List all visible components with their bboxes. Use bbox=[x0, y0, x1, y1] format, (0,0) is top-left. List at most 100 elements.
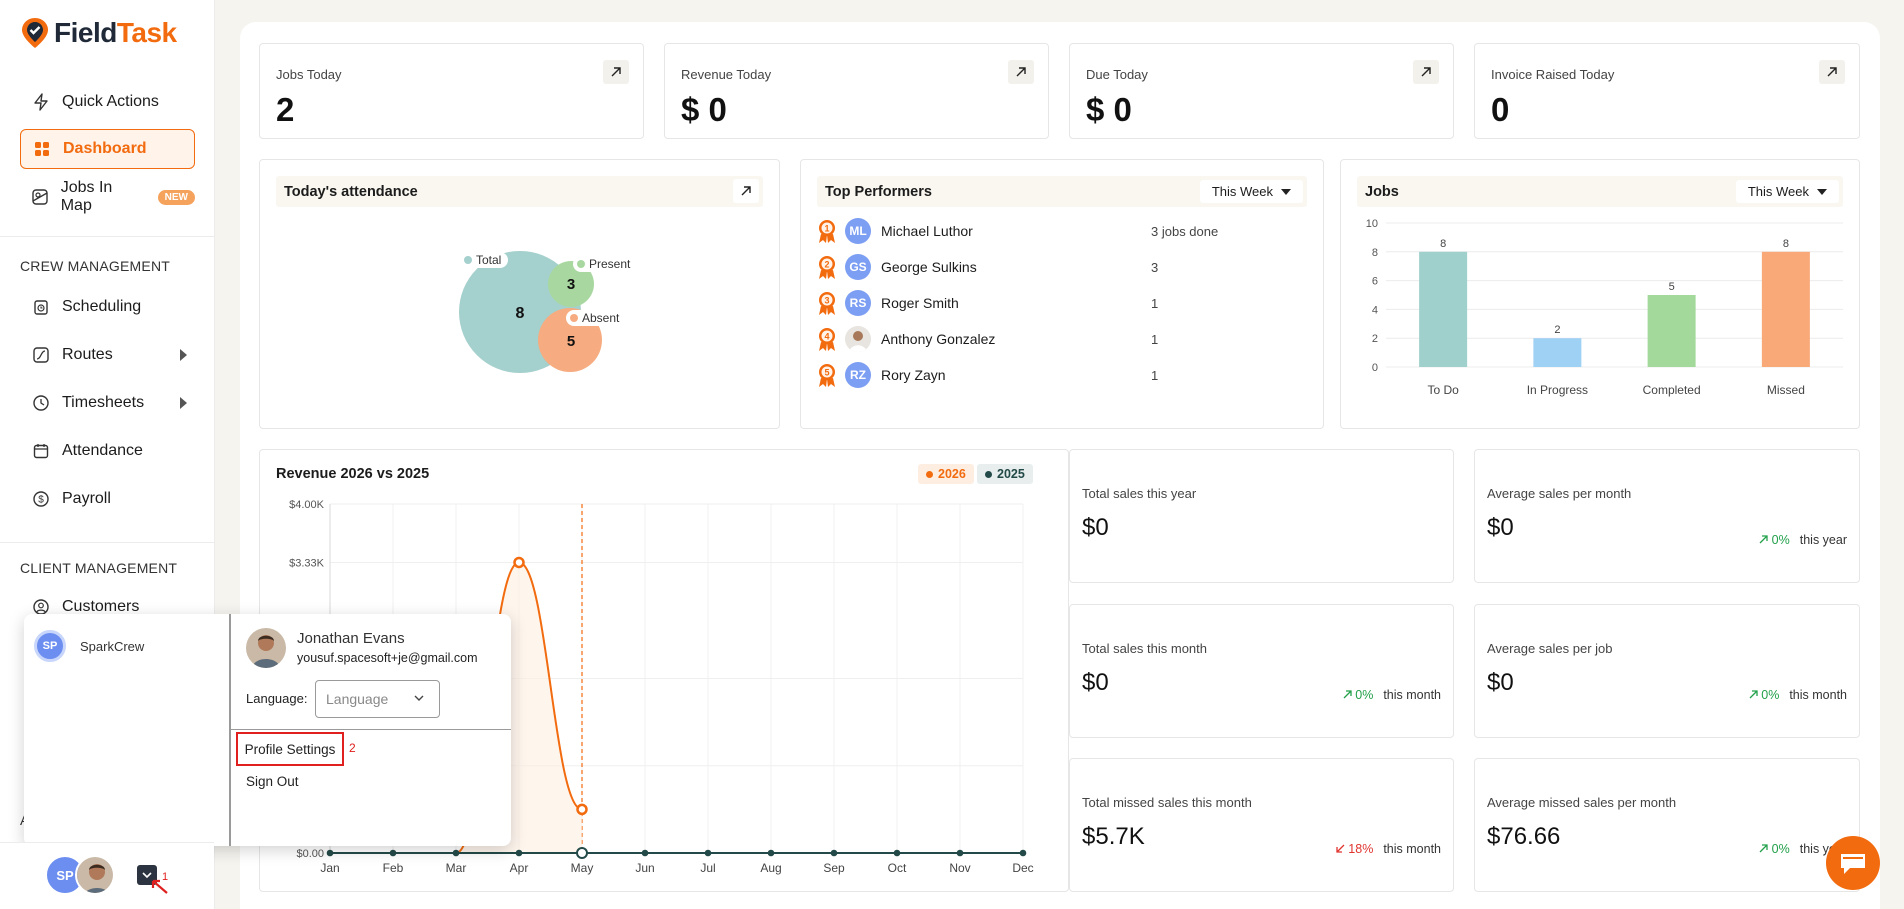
jobs-panel-header: Jobs This Week bbox=[1357, 176, 1843, 207]
arrow-up-right-icon bbox=[1016, 67, 1026, 77]
expand-button[interactable] bbox=[1008, 60, 1034, 84]
performer-name: Rory Zayn bbox=[881, 367, 946, 383]
rank-number: 5 bbox=[824, 368, 829, 378]
nav-jobs-in-map[interactable]: Jobs In Map NEW bbox=[20, 177, 195, 217]
caret-right-icon bbox=[180, 397, 187, 409]
top-performers-header: Top Performers This Week bbox=[817, 176, 1307, 207]
stat-delta: 0% this month bbox=[1343, 688, 1441, 702]
expand-button[interactable] bbox=[1413, 60, 1439, 84]
performer-row[interactable]: 5 RZ Rory Zayn 1 bbox=[817, 360, 1287, 390]
stat-value: $0 bbox=[1487, 514, 1514, 541]
x-tick-label: Jul bbox=[700, 861, 715, 875]
dollar-coin-icon: $ bbox=[32, 490, 50, 508]
legend-2026[interactable]: 2026 bbox=[918, 464, 974, 484]
series-2025-point bbox=[956, 849, 964, 857]
performer-jobs: 1 bbox=[1151, 331, 1159, 347]
sidebar-divider bbox=[0, 236, 214, 237]
arrow-up-right-icon bbox=[1421, 67, 1431, 77]
stat-delta-value: 0% bbox=[1355, 688, 1374, 702]
performer-jobs: 1 bbox=[1151, 367, 1159, 383]
profile-popup: SP SparkCrew Jonathan Evans yousuf.space… bbox=[24, 614, 511, 846]
stat-value: $76.66 bbox=[1487, 823, 1561, 850]
nav-quick-actions[interactable]: Quick Actions bbox=[20, 82, 195, 122]
popup-separator bbox=[230, 729, 511, 730]
series-2026-area bbox=[330, 562, 582, 853]
absent-dot bbox=[570, 314, 578, 322]
nav-timesheets-label: Timesheets bbox=[62, 394, 145, 411]
bar bbox=[1533, 338, 1582, 367]
medal-icon: 2 bbox=[819, 256, 835, 279]
stat-label: Average sales per job bbox=[1487, 641, 1613, 656]
stat-label: Average sales per month bbox=[1487, 486, 1632, 501]
language-placeholder: Language bbox=[326, 691, 389, 707]
stat-period: this month bbox=[1789, 688, 1847, 702]
cursor-pointer-icon bbox=[151, 879, 168, 894]
legend-dot-icon bbox=[985, 470, 992, 478]
sidebar-divider bbox=[0, 542, 214, 543]
expand-button[interactable] bbox=[733, 179, 759, 203]
legend-2025[interactable]: 2025 bbox=[977, 464, 1033, 484]
rank-number: 1 bbox=[824, 224, 829, 234]
kpi-card-due-today: Due Today $ 0 bbox=[1069, 43, 1454, 139]
bar bbox=[1647, 295, 1696, 367]
series-2025-point bbox=[830, 849, 838, 857]
performer-row[interactable]: 1 ML Michael Luthor 3 jobs done bbox=[817, 216, 1287, 246]
performer-name: Roger Smith bbox=[881, 295, 959, 311]
profile-settings-button[interactable]: Profile Settings bbox=[236, 732, 344, 766]
organization-item[interactable]: SP SparkCrew bbox=[34, 630, 144, 662]
expand-button[interactable] bbox=[603, 60, 629, 84]
x-tick-label: Sep bbox=[823, 861, 845, 875]
kpi-label: Invoice Raised Today bbox=[1491, 67, 1615, 82]
present-value: 3 bbox=[567, 276, 575, 293]
performer-jobs: 1 bbox=[1151, 295, 1159, 311]
total-tag-bg bbox=[460, 252, 508, 268]
stat-delta-percent: 18% bbox=[1336, 842, 1373, 856]
performer-row[interactable]: 2 GS George Sulkins 3 bbox=[817, 252, 1287, 282]
top-performers-panel: Top Performers This Week 1 ML Michael Luth… bbox=[800, 159, 1324, 429]
stat-value: $0 bbox=[1082, 514, 1109, 541]
chat-button[interactable] bbox=[1826, 836, 1880, 890]
series-2025-point bbox=[452, 849, 460, 857]
profile-menu-toggle[interactable] bbox=[137, 865, 157, 885]
legend-2025-label: 2025 bbox=[997, 467, 1025, 481]
nav-attendance[interactable]: Attendance bbox=[20, 431, 195, 471]
nav-customers[interactable]: Customers bbox=[20, 587, 195, 627]
calendar-clock-icon bbox=[32, 298, 50, 316]
language-select[interactable]: Language bbox=[315, 680, 440, 718]
user-avatar[interactable] bbox=[75, 855, 115, 895]
app-logo[interactable]: FieldTask bbox=[20, 16, 177, 50]
nav-scheduling[interactable]: Scheduling bbox=[20, 287, 195, 327]
week-filter-select[interactable]: This Week bbox=[1199, 180, 1303, 203]
week-filter-select[interactable]: This Week bbox=[1735, 180, 1839, 203]
performer-name: George Sulkins bbox=[881, 259, 977, 275]
nav-payroll[interactable]: $ Payroll bbox=[20, 479, 195, 519]
performer-name: Michael Luthor bbox=[881, 223, 973, 239]
bar-value-label: 2 bbox=[1554, 324, 1560, 336]
main-content: Jobs Today 2 Revenue Today $ 0 Due Today… bbox=[240, 22, 1880, 909]
nav-timesheets[interactable]: Timesheets bbox=[20, 383, 195, 423]
performer-row[interactable]: 3 RS Roger Smith 1 bbox=[817, 288, 1287, 318]
x-tick-label: Aug bbox=[760, 861, 781, 875]
user-email: yousuf.spacesoft+je@gmail.com bbox=[297, 651, 478, 665]
stat-period: this month bbox=[1383, 688, 1441, 702]
popup-divider bbox=[229, 614, 231, 846]
arrow-up-right-icon bbox=[741, 186, 751, 196]
nav-routes[interactable]: Routes bbox=[20, 335, 195, 375]
nav-scheduling-label: Scheduling bbox=[62, 298, 142, 315]
performer-row[interactable]: 4 Anthony Gonzalez 1 bbox=[817, 324, 1287, 354]
stat-label: Average missed sales per month bbox=[1487, 795, 1677, 810]
x-tick-label: Jun bbox=[635, 861, 654, 875]
expand-button[interactable] bbox=[1819, 60, 1845, 84]
x-tick-label: In Progress bbox=[1527, 383, 1588, 397]
stat-label: Total sales this year bbox=[1082, 486, 1197, 501]
nav-dashboard[interactable]: Dashboard bbox=[20, 129, 195, 169]
y-tick-label: 10 bbox=[1366, 218, 1378, 230]
medal-icon: 1 bbox=[819, 220, 835, 243]
sign-out-button[interactable]: Sign Out bbox=[246, 774, 299, 789]
stat-value: $0 bbox=[1082, 669, 1109, 696]
performer-avatar: GS bbox=[845, 254, 871, 280]
nav-dashboard-label: Dashboard bbox=[63, 140, 147, 157]
bar bbox=[1761, 251, 1810, 367]
svg-text:$: $ bbox=[38, 495, 44, 506]
attendance-panel-header: Today's attendance bbox=[276, 176, 763, 207]
